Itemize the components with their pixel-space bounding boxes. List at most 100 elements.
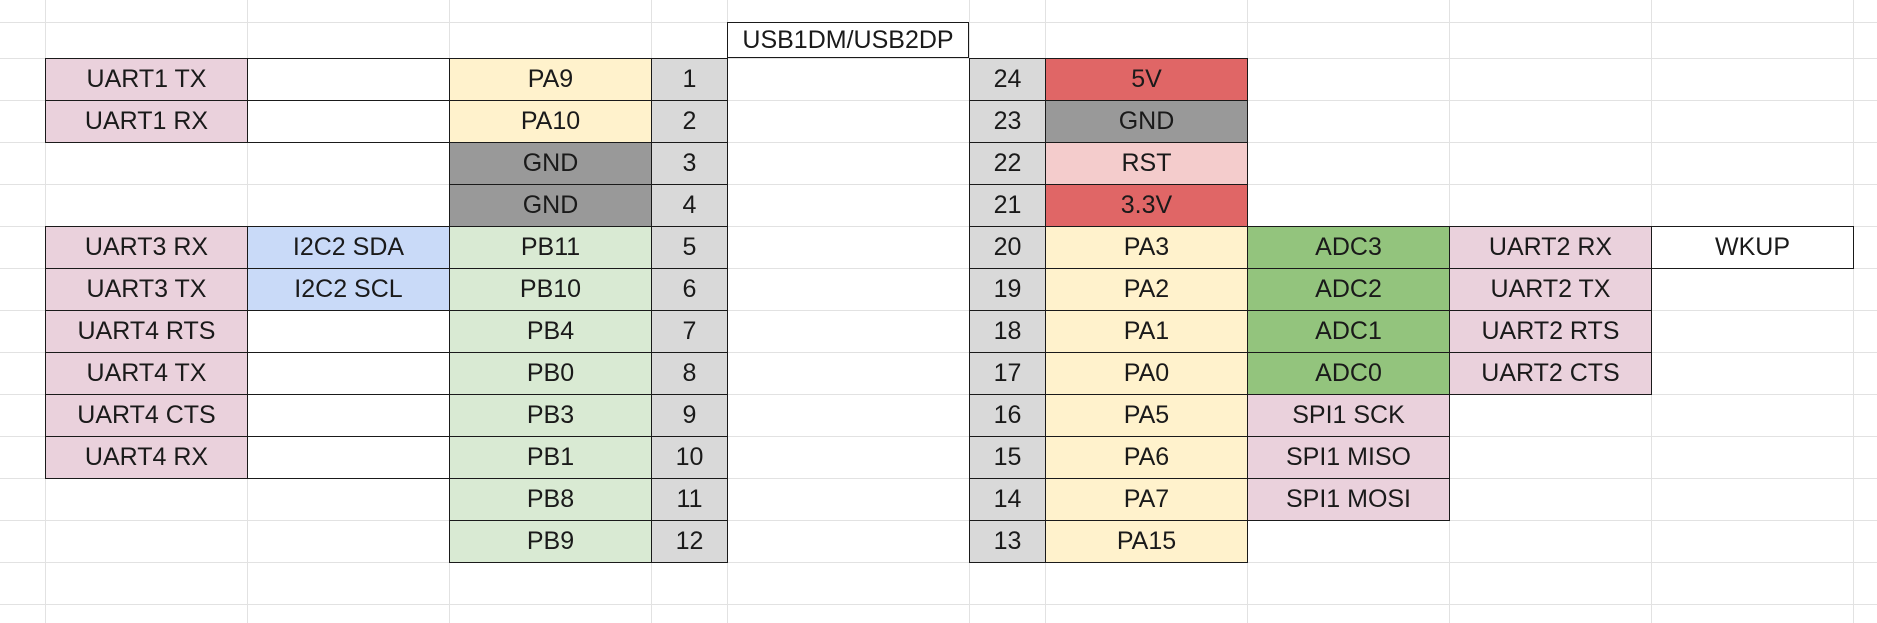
right-pin-number-cell[interactable]: 22: [969, 142, 1046, 185]
right-pin-name-cell[interactable]: PA1: [1045, 310, 1248, 353]
left-func2-cell[interactable]: UART4 RTS: [45, 310, 248, 353]
right-pin-name-cell-text: PA3: [1123, 233, 1170, 261]
left-pin-name-cell[interactable]: PB8: [449, 478, 652, 521]
right-pin-number-cell-text: 15: [993, 443, 1022, 471]
left-pin-name-cell[interactable]: PB1: [449, 436, 652, 479]
right-pin-number-cell[interactable]: 15: [969, 436, 1046, 479]
right-pin-name-cell[interactable]: PA2: [1045, 268, 1248, 311]
right-func3-cell[interactable]: WKUP: [1651, 226, 1854, 269]
left-pin-name-cell[interactable]: GND: [449, 184, 652, 227]
left-pin-number-cell-text: 10: [675, 443, 704, 471]
left-func1-cell[interactable]: I2C2 SDA: [247, 226, 450, 269]
left-func2-cell[interactable]: UART4 CTS: [45, 394, 248, 437]
right-pin-number-cell[interactable]: 13: [969, 520, 1046, 563]
grid-line-horizontal: [0, 436, 1877, 437]
left-pin-number-cell[interactable]: 12: [651, 520, 728, 563]
left-pin-number-cell[interactable]: 3: [651, 142, 728, 185]
right-pin-name-cell[interactable]: 5V: [1045, 58, 1248, 101]
right-func1-cell[interactable]: ADC1: [1247, 310, 1450, 353]
right-func1-cell-text: SPI1 MISO: [1285, 443, 1412, 471]
left-func1-cell[interactable]: I2C2 SCL: [247, 268, 450, 311]
left-pin-number-cell[interactable]: 8: [651, 352, 728, 395]
right-pin-name-cell[interactable]: PA5: [1045, 394, 1248, 437]
right-pin-number-cell-text: 16: [993, 401, 1022, 429]
right-pin-name-cell-text: PA0: [1123, 359, 1170, 387]
right-func1-cell[interactable]: ADC2: [1247, 268, 1450, 311]
left-pin-name-cell-text: PB11: [520, 233, 581, 261]
left-func2-cell[interactable]: UART1 RX: [45, 100, 248, 143]
left-func2-cell[interactable]: UART4 RX: [45, 436, 248, 479]
right-pin-number-cell[interactable]: 19: [969, 268, 1046, 311]
right-pin-name-cell-text: PA5: [1123, 401, 1170, 429]
right-func1-cell[interactable]: SPI1 MISO: [1247, 436, 1450, 479]
right-func1-cell[interactable]: ADC3: [1247, 226, 1450, 269]
left-pin-number-cell[interactable]: 10: [651, 436, 728, 479]
right-pin-number-cell-text: 14: [993, 485, 1022, 513]
right-func2-cell[interactable]: UART2 TX: [1449, 268, 1652, 311]
right-func2-cell[interactable]: UART2 RX: [1449, 226, 1652, 269]
left-pin-number-cell[interactable]: 2: [651, 100, 728, 143]
left-pin-name-cell[interactable]: PB10: [449, 268, 652, 311]
left-func1-cell[interactable]: [247, 58, 450, 101]
right-pin-name-cell[interactable]: 3.3V: [1045, 184, 1248, 227]
left-func1-cell[interactable]: [247, 100, 450, 143]
left-func2-cell[interactable]: UART3 TX: [45, 268, 248, 311]
left-pin-name-cell[interactable]: PB4: [449, 310, 652, 353]
right-pin-number-cell[interactable]: 14: [969, 478, 1046, 521]
right-pin-number-cell[interactable]: 18: [969, 310, 1046, 353]
left-func2-cell[interactable]: UART4 TX: [45, 352, 248, 395]
left-pin-number-cell[interactable]: 11: [651, 478, 728, 521]
grid-line-horizontal: [0, 310, 1877, 311]
right-pin-name-cell[interactable]: RST: [1045, 142, 1248, 185]
left-pin-name-cell-text: PB10: [519, 275, 582, 303]
left-pin-name-cell[interactable]: PA9: [449, 58, 652, 101]
right-pin-number-cell[interactable]: 24: [969, 58, 1046, 101]
usb-header-cell[interactable]: USB1DM/USB2DP: [727, 22, 969, 58]
left-func1-cell[interactable]: [247, 394, 450, 437]
right-pin-name-cell-text: PA15: [1116, 527, 1177, 555]
left-pin-number-cell[interactable]: 7: [651, 310, 728, 353]
right-pin-name-cell[interactable]: PA3: [1045, 226, 1248, 269]
right-func2-cell[interactable]: UART2 CTS: [1449, 352, 1652, 395]
left-pin-name-cell[interactable]: GND: [449, 142, 652, 185]
right-func1-cell[interactable]: SPI1 SCK: [1247, 394, 1450, 437]
right-pin-number-cell-text: 13: [993, 527, 1022, 555]
right-func1-cell[interactable]: ADC0: [1247, 352, 1450, 395]
left-pin-number-cell[interactable]: 1: [651, 58, 728, 101]
right-func1-cell-text: ADC3: [1315, 233, 1382, 261]
right-pin-number-cell[interactable]: 21: [969, 184, 1046, 227]
right-pin-name-cell-text: GND: [1118, 107, 1175, 135]
left-func1-cell[interactable]: [247, 352, 450, 395]
left-pin-number-cell[interactable]: 6: [651, 268, 728, 311]
left-pin-number-cell[interactable]: 9: [651, 394, 728, 437]
left-pin-name-cell[interactable]: PB3: [449, 394, 652, 437]
grid-line-horizontal: [0, 142, 1877, 143]
right-func2-cell[interactable]: UART2 RTS: [1449, 310, 1652, 353]
left-func1-cell[interactable]: [247, 436, 450, 479]
left-pin-name-cell[interactable]: PB0: [449, 352, 652, 395]
left-pin-number-cell-text: 3: [682, 149, 697, 177]
left-func2-cell[interactable]: UART3 RX: [45, 226, 248, 269]
left-pin-name-cell[interactable]: PB9: [449, 520, 652, 563]
right-func1-cell[interactable]: SPI1 MOSI: [1247, 478, 1450, 521]
right-func1-cell-text: SPI1 MOSI: [1285, 485, 1412, 513]
left-pin-number-cell[interactable]: 5: [651, 226, 728, 269]
left-func2-cell-text: UART3 RX: [84, 233, 209, 261]
left-pin-number-cell[interactable]: 4: [651, 184, 728, 227]
right-pin-number-cell[interactable]: 16: [969, 394, 1046, 437]
right-pin-name-cell[interactable]: PA6: [1045, 436, 1248, 479]
left-func2-cell[interactable]: UART1 TX: [45, 58, 248, 101]
left-pin-name-cell[interactable]: PA10: [449, 100, 652, 143]
left-func1-cell[interactable]: [247, 310, 450, 353]
right-pin-name-cell[interactable]: GND: [1045, 100, 1248, 143]
right-pin-number-cell[interactable]: 20: [969, 226, 1046, 269]
left-func2-cell-text: UART1 RX: [84, 107, 209, 135]
left-pin-name-cell[interactable]: PB11: [449, 226, 652, 269]
right-pin-name-cell[interactable]: PA15: [1045, 520, 1248, 563]
right-pin-name-cell[interactable]: PA0: [1045, 352, 1248, 395]
grid-line-horizontal: [0, 520, 1877, 521]
right-pin-number-cell[interactable]: 23: [969, 100, 1046, 143]
right-pin-name-cell[interactable]: PA7: [1045, 478, 1248, 521]
right-pin-number-cell[interactable]: 17: [969, 352, 1046, 395]
